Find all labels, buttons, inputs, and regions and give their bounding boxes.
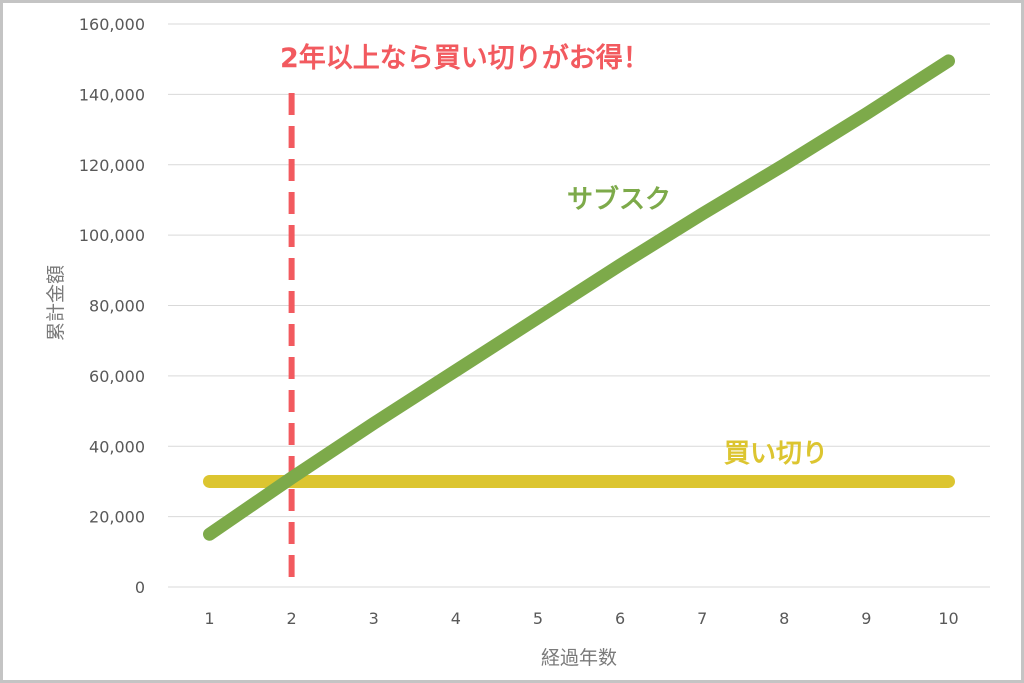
y-tick-label: 60,000	[89, 367, 145, 386]
y-tick-label: 80,000	[89, 297, 145, 316]
x-tick-labels: 1 2 3 4 5 6 7 8 9 10	[204, 609, 958, 628]
x-tick-label: 10	[938, 609, 958, 628]
y-tick-labels: 0 20,000 40,000 60,000 80,000 100,000 120,000 1…	[79, 15, 145, 597]
y-tick-label: 0	[135, 578, 145, 597]
x-tick-label: 8	[779, 609, 789, 628]
x-tick-label: 6	[615, 609, 625, 628]
x-tick-label: 4	[451, 609, 461, 628]
series-layer	[203, 54, 955, 541]
y-tick-label: 40,000	[89, 437, 145, 456]
series-label-subscription: サブスク	[567, 184, 671, 215]
x-tick-label: 2	[287, 609, 297, 628]
y-tick-label: 120,000	[79, 156, 145, 175]
x-tick-label: 7	[697, 609, 707, 628]
x-tick-label: 9	[861, 609, 871, 628]
y-tick-label: 140,000	[79, 85, 145, 104]
y-tick-label: 100,000	[79, 226, 145, 245]
y-tick-label: 20,000	[89, 508, 145, 527]
y-tick-label: 160,000	[79, 15, 145, 34]
series-label-buyout: 買い切り	[724, 439, 828, 469]
gridlines	[168, 23, 990, 588]
x-tick-label: 1	[204, 609, 214, 628]
x-axis-title: 経過年数	[541, 647, 617, 669]
x-tick-label: 3	[369, 609, 379, 628]
annotation-text: 2年以上なら買い切りがお得！	[280, 42, 650, 74]
subscription-line	[203, 54, 955, 541]
y-axis-title: 累計金額	[45, 265, 67, 341]
x-tick-label: 5	[533, 609, 543, 628]
